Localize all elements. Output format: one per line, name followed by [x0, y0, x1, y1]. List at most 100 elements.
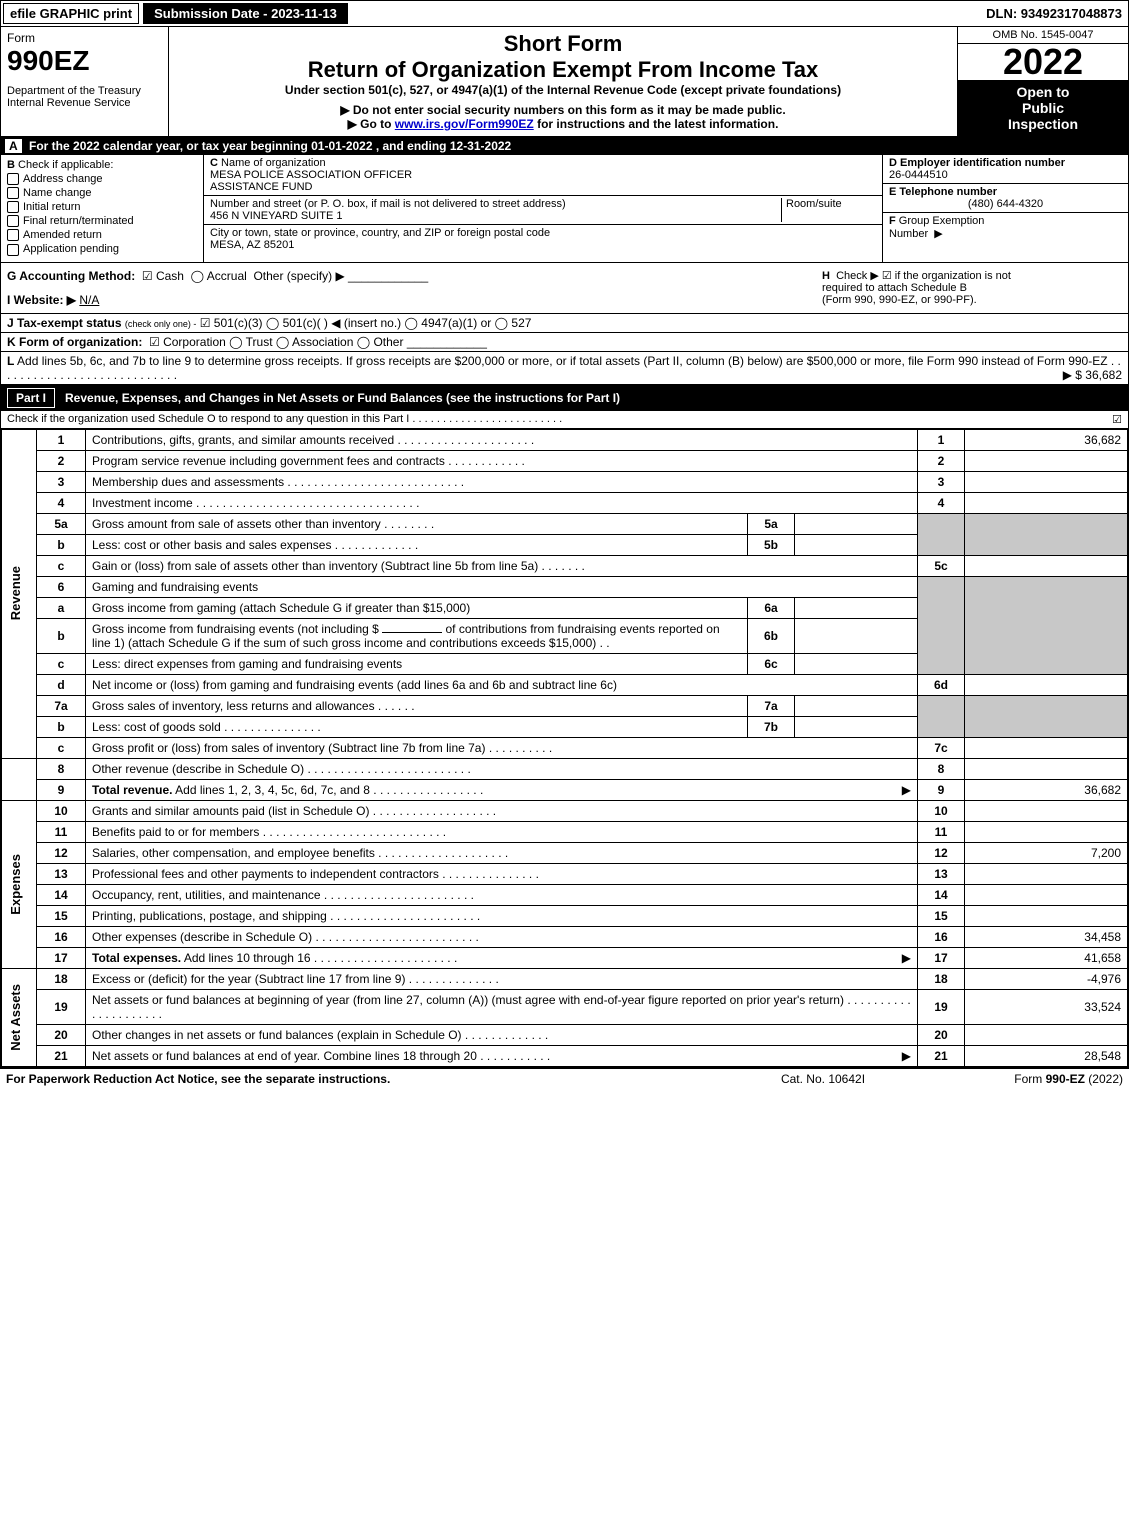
l6d-desc: Net income or (loss) from gaming and fun…: [86, 674, 918, 695]
l5b-mid: 5b: [748, 534, 795, 555]
room-label: Room/suite: [786, 198, 876, 210]
expenses-side-label: Expenses: [2, 800, 37, 968]
part1-check-o: Check if the organization used Schedule …: [1, 411, 1128, 429]
l5a-num: 5a: [37, 513, 86, 534]
l7a-desc: Gross sales of inventory, less returns a…: [92, 699, 375, 713]
l8-num: 8: [37, 758, 86, 779]
l9-rnum: 9: [918, 779, 965, 800]
l5a-mid: 5a: [748, 513, 795, 534]
l13-desc: Professional fees and other payments to …: [92, 867, 439, 881]
l19-rnum: 19: [918, 989, 965, 1024]
part1-label: Part I: [7, 388, 55, 408]
cb-initial-return[interactable]: Initial return: [7, 201, 197, 213]
l21-num: 21: [37, 1045, 86, 1066]
l21-val: 28,548: [965, 1045, 1128, 1066]
efile-print-button[interactable]: efile GRAPHIC print: [3, 3, 139, 24]
l20-num: 20: [37, 1024, 86, 1045]
col-c: C Name of organization MESA POLICE ASSOC…: [204, 155, 882, 262]
l17-rnum: 17: [918, 947, 965, 968]
cb-final-return-label: Final return/terminated: [23, 215, 134, 227]
l18-rnum: 18: [918, 968, 965, 989]
l6c-desc: Less: direct expenses from gaming and fu…: [86, 653, 748, 674]
phone-value: (480) 644-4320: [889, 198, 1122, 210]
l7ab-rval-shade: [965, 695, 1128, 737]
l6c-mid: 6c: [748, 653, 795, 674]
section-a-bar: A For the 2022 calendar year, or tax yea…: [1, 137, 1128, 155]
l4-val: [965, 492, 1128, 513]
cb-initial-return-label: Initial return: [23, 201, 80, 213]
l9-num: 9: [37, 779, 86, 800]
l16-rnum: 16: [918, 926, 965, 947]
dept-label: Department of the Treasury: [7, 85, 162, 97]
l10-val: [965, 800, 1128, 821]
l4-num: 4: [37, 492, 86, 513]
j-label: J Tax-exempt status: [7, 316, 122, 330]
l14-desc: Occupancy, rent, utilities, and maintena…: [92, 888, 321, 902]
l6a-mid: 6a: [748, 597, 795, 618]
cb-amended-return[interactable]: Amended return: [7, 229, 197, 241]
cb-name-change-label: Name change: [23, 187, 92, 199]
cb-final-return[interactable]: Final return/terminated: [7, 215, 197, 227]
l10-num: 10: [37, 800, 86, 821]
l7a-mid: 7a: [748, 695, 795, 716]
l6d-num: d: [37, 674, 86, 695]
l3-rnum: 3: [918, 471, 965, 492]
inspection-line1: Open to: [960, 84, 1126, 100]
revenue-side-label: Revenue: [2, 429, 37, 758]
l10-desc: Grants and similar amounts paid (list in…: [92, 804, 369, 818]
l7a-num: 7a: [37, 695, 86, 716]
inspection-line3: Inspection: [960, 116, 1126, 132]
cb-address-change[interactable]: Address change: [7, 173, 197, 185]
l6abc-rval-shade: [965, 576, 1128, 674]
l1-val: 36,682: [965, 429, 1128, 450]
irs-link[interactable]: www.irs.gov/Form990EZ: [395, 117, 534, 131]
note-link: ▶ Go to www.irs.gov/Form990EZ for instru…: [177, 117, 949, 131]
l7c-rnum: 7c: [918, 737, 965, 758]
lines-table: Revenue 1 Contributions, gifts, grants, …: [1, 429, 1128, 1067]
l-amount: ▶ $ 36,682: [1063, 368, 1122, 382]
l18-desc: Excess or (deficit) for the year (Subtra…: [92, 972, 405, 986]
g-accrual: Accrual: [207, 269, 247, 283]
l-text: Add lines 5b, 6c, and 7b to line 9 to de…: [17, 354, 1108, 368]
l13-val: [965, 863, 1128, 884]
irs-label: Internal Revenue Service: [7, 97, 162, 109]
k-label: K Form of organization:: [7, 335, 142, 349]
l6abc-rnum-shade: [918, 576, 965, 674]
l17-num: 17: [37, 947, 86, 968]
revenue-side-cont: [2, 758, 37, 800]
l6d-rnum: 6d: [918, 674, 965, 695]
i-value: N/A: [79, 293, 99, 307]
l8-val: [965, 758, 1128, 779]
cb-name-change[interactable]: Name change: [7, 187, 197, 199]
form-990ez-page: efile GRAPHIC print Submission Date - 20…: [0, 0, 1129, 1068]
cb-application-pending[interactable]: Application pending: [7, 243, 197, 255]
note-ssn: ▶ Do not enter social security numbers o…: [177, 103, 949, 117]
row-j: J Tax-exempt status (check only one) - ☑…: [1, 314, 1128, 333]
l20-desc: Other changes in net assets or fund bala…: [92, 1028, 462, 1042]
submission-date-button[interactable]: Submission Date - 2023-11-13: [143, 3, 348, 24]
tax-year: 2022: [958, 44, 1128, 80]
l7a-midval: [795, 695, 918, 716]
header-center: Short Form Return of Organization Exempt…: [169, 27, 957, 136]
row-k: K Form of organization: ☑ Corporation ◯ …: [1, 333, 1128, 352]
l14-val: [965, 884, 1128, 905]
l5b-midval: [795, 534, 918, 555]
l10-rnum: 10: [918, 800, 965, 821]
l6-num: 6: [37, 576, 86, 597]
l6a-desc: Gross income from gaming (attach Schedul…: [86, 597, 748, 618]
check-o-checkbox[interactable]: ☑: [1112, 413, 1122, 426]
l11-rnum: 11: [918, 821, 965, 842]
l-label: L: [7, 354, 14, 368]
form-header: Form 990EZ Department of the Treasury In…: [1, 27, 1128, 137]
l3-val: [965, 471, 1128, 492]
row-l: L Add lines 5b, 6c, and 7b to line 9 to …: [1, 352, 1128, 385]
l6c-num: c: [37, 653, 86, 674]
row-g: G Accounting Method: ☑ Cash ◯ Accrual Ot…: [7, 269, 810, 283]
h-text2: required to attach Schedule B: [822, 282, 967, 294]
header-right: OMB No. 1545-0047 2022 Open to Public In…: [957, 27, 1128, 136]
l12-val: 7,200: [965, 842, 1128, 863]
l8-desc: Other revenue (describe in Schedule O): [92, 762, 304, 776]
l1-rnum: 1: [918, 429, 965, 450]
l5c-val: [965, 555, 1128, 576]
l6c-midval: [795, 653, 918, 674]
